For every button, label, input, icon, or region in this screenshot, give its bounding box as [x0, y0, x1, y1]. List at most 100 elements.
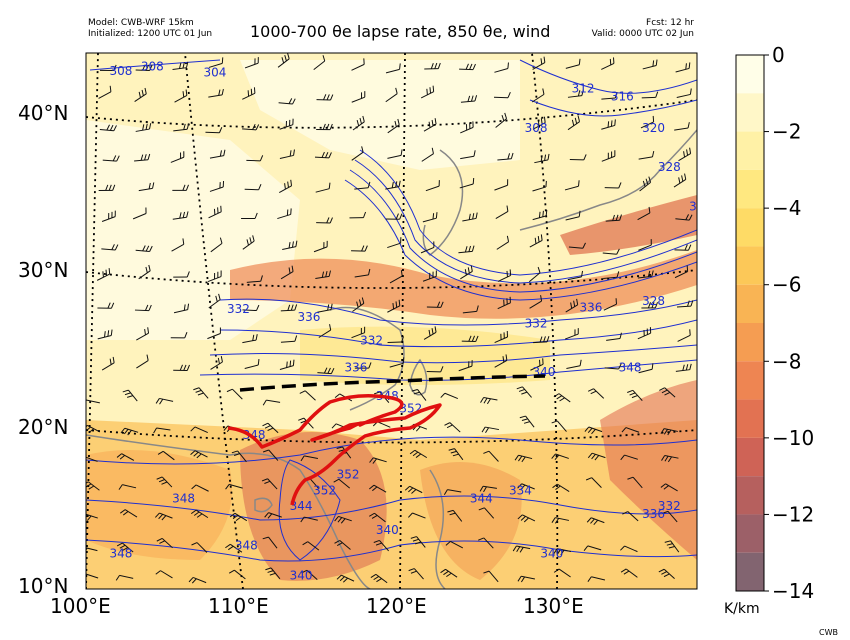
wind-barb-staff	[532, 186, 547, 192]
wind-barbs	[86, 53, 694, 584]
wind-barb-staff	[313, 60, 326, 71]
wind-barb-feather	[107, 330, 110, 337]
contour-line	[86, 436, 697, 465]
wind-barb-feather	[540, 295, 543, 302]
wind-barb-staff	[196, 542, 208, 553]
wind-barb-staff	[409, 485, 423, 494]
wind-barb-feather	[523, 421, 530, 424]
wind-barb-feather	[144, 87, 147, 94]
wind-barb-feather	[647, 270, 651, 277]
wind-barb-feather	[127, 395, 134, 398]
lat-label-40: 40°N	[18, 101, 69, 125]
wind-barb-staff	[564, 185, 579, 191]
wind-barb-feather	[321, 271, 325, 278]
wind-barb-feather	[300, 420, 307, 424]
wind-barb-feather	[116, 155, 120, 162]
wind-barb-feather	[614, 119, 616, 126]
wind-barb-feather	[660, 483, 666, 488]
wind-barb-staff	[354, 274, 369, 278]
wind-barb-feather	[687, 122, 690, 129]
wind-barb-feather	[465, 63, 469, 70]
wind-barb-staff	[675, 67, 690, 73]
wind-barb-feather	[654, 302, 658, 309]
colorbar-segment	[736, 208, 764, 247]
wind-barb-staff	[194, 426, 208, 434]
wind-barb-feather	[372, 458, 377, 464]
wind-barb-feather	[252, 123, 256, 130]
wind-barb-feather	[483, 397, 488, 404]
wind-barb-feather	[363, 211, 367, 218]
wind-barb-feather	[116, 453, 122, 458]
wind-barb-staff	[638, 156, 653, 160]
wind-barb-feather	[228, 545, 234, 551]
wind-barb-feather	[584, 426, 590, 432]
wind-barb-staff	[460, 155, 475, 160]
wind-barb-staff	[373, 484, 387, 493]
wind-barb-feather	[449, 512, 456, 516]
wind-barb-feather	[666, 543, 673, 546]
wind-barb-feather	[480, 397, 485, 403]
wind-barb-staff	[207, 333, 221, 340]
wind-barb-feather	[367, 181, 371, 188]
wind-barb-staff	[484, 507, 495, 519]
wind-barb-feather	[537, 236, 540, 243]
wind-barb-feather	[229, 512, 236, 518]
wind-barb-feather	[196, 453, 202, 459]
wind-barb-feather	[114, 244, 119, 251]
wind-barb-feather	[516, 546, 521, 552]
wind-barb-feather	[183, 364, 187, 371]
wind-barb-feather	[215, 295, 218, 302]
wind-barb-feather	[186, 123, 190, 130]
wind-barb-feather	[373, 391, 380, 395]
wind-barb-feather	[255, 124, 260, 131]
wind-barb-staff	[338, 478, 351, 489]
wind-barb-feather	[106, 124, 110, 131]
wind-barb-feather	[336, 574, 342, 580]
wind-barb-staff	[565, 216, 580, 221]
wind-barb-feather	[187, 303, 190, 310]
wind-barb-feather	[587, 576, 592, 582]
wind-barb-feather	[330, 303, 333, 310]
contour-label: 340	[540, 546, 563, 560]
wind-barb-feather	[581, 270, 584, 277]
wind-barb-feather	[685, 63, 687, 70]
wind-barb-feather	[109, 85, 112, 92]
wind-barb-feather	[543, 56, 546, 63]
wind-barb-feather	[659, 387, 665, 391]
wind-barb-feather	[483, 450, 490, 454]
wind-barb-feather	[667, 456, 673, 463]
wind-barb-feather	[140, 154, 144, 161]
wind-barb-staff	[268, 536, 278, 549]
forecast-info: Fcst: 12 hr Valid: 0000 UTC 02 Jun	[592, 18, 694, 40]
wind-barb-feather	[368, 484, 375, 490]
wind-barb-feather	[371, 514, 378, 519]
wind-barb-feather	[325, 270, 328, 278]
shade-mid-yellow	[300, 326, 550, 385]
wind-barb-staff	[244, 62, 259, 69]
wind-barb-feather	[429, 87, 432, 94]
wind-barb-feather	[501, 114, 505, 122]
wind-barb-staff	[351, 151, 364, 161]
wind-barb-feather	[581, 89, 584, 96]
wind-barb-staff	[488, 570, 499, 583]
wind-barb-feather	[428, 329, 431, 336]
wind-barb-feather	[86, 426, 91, 432]
grid-lat-20	[86, 429, 697, 444]
wind-barb-feather	[571, 119, 575, 126]
wind-barb-feather	[663, 573, 670, 578]
wind-barb-feather	[186, 364, 190, 371]
wind-barb-feather	[398, 299, 401, 306]
wind-barb-feather	[217, 357, 220, 364]
wind-barb-feather	[475, 212, 478, 219]
wind-barb-feather	[144, 328, 146, 336]
wind-barb-feather	[153, 427, 157, 434]
wind-barb-staff	[387, 154, 402, 159]
wind-barb-staff	[591, 477, 602, 489]
wind-barb-feather	[155, 570, 161, 575]
wind-barb-feather	[619, 332, 622, 339]
wind-barb-staff	[494, 184, 508, 191]
wind-barb-feather	[142, 245, 146, 252]
wind-barb-feather	[119, 544, 126, 549]
wind-barb-staff	[195, 484, 209, 492]
lon-label-130: 130°E	[523, 594, 584, 618]
